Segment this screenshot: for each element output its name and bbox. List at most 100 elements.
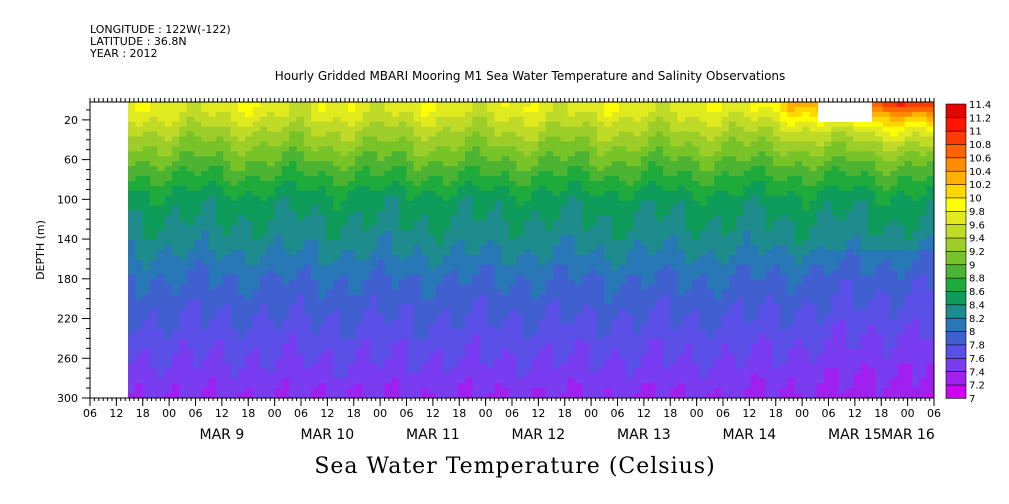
field-cell — [223, 333, 232, 340]
field-cell — [311, 393, 320, 398]
field-cell — [728, 245, 737, 251]
field-cell — [721, 190, 730, 197]
field-cell — [318, 348, 327, 355]
field-cell — [406, 328, 415, 335]
field-cell — [399, 264, 408, 271]
field-cell — [721, 254, 730, 261]
field-cell — [736, 111, 745, 118]
field-cell — [531, 111, 539, 118]
field-cell — [611, 131, 620, 138]
field-cell — [289, 215, 298, 221]
field-cell — [201, 151, 210, 157]
field-cell — [369, 176, 378, 182]
field-cell — [706, 131, 715, 138]
field-cell — [164, 111, 173, 118]
field-cell — [215, 284, 224, 291]
field-cell — [582, 126, 591, 133]
field-cell — [391, 180, 400, 187]
field-cell — [714, 269, 723, 276]
field-cell — [633, 368, 642, 374]
field-cell — [670, 309, 679, 315]
field-cell — [149, 106, 158, 113]
field-cell — [135, 309, 144, 315]
field-cell — [596, 131, 605, 138]
field-cell — [135, 353, 144, 360]
field-cell — [215, 235, 224, 241]
field-cell — [567, 215, 576, 221]
field-cell — [589, 225, 598, 231]
field-cell — [157, 180, 166, 187]
field-cell — [721, 141, 730, 147]
field-cell — [604, 151, 613, 157]
field-cell — [377, 126, 386, 133]
field-cell — [171, 254, 180, 261]
field-cell — [281, 190, 290, 197]
field-cell — [443, 333, 451, 340]
field-cell — [142, 225, 151, 231]
field-cell — [135, 166, 144, 172]
field-cell — [157, 284, 166, 291]
field-cell — [589, 254, 598, 261]
field-cell — [303, 102, 312, 108]
field-cell — [252, 393, 261, 398]
field-cell — [648, 106, 657, 113]
field-cell — [465, 319, 473, 325]
field-cell — [362, 388, 371, 394]
field-cell — [626, 176, 635, 182]
field-cell — [545, 235, 554, 241]
field-cell — [391, 126, 400, 133]
field-cell — [369, 225, 378, 231]
field-cell — [728, 358, 737, 365]
field-cell — [692, 363, 701, 369]
field-cell — [406, 279, 415, 286]
field-cell — [186, 383, 195, 389]
field-cell — [655, 304, 664, 310]
field-cell — [325, 314, 334, 320]
field-cell — [465, 146, 473, 152]
field-cell — [179, 136, 188, 143]
field-cell — [193, 259, 202, 266]
field-cell — [142, 161, 151, 167]
field-cell — [596, 111, 605, 118]
field-cell — [604, 126, 613, 133]
field-cell — [428, 338, 437, 345]
field-cell — [494, 220, 503, 226]
field-cell — [215, 161, 224, 167]
field-cell — [252, 274, 261, 281]
field-cell — [465, 240, 473, 246]
field-cell — [362, 333, 371, 340]
field-cell — [655, 378, 664, 384]
field-cell — [428, 333, 437, 340]
field-cell — [706, 166, 715, 172]
field-cell — [303, 185, 312, 192]
field-cell — [604, 240, 613, 246]
field-cell — [721, 314, 730, 320]
field-cell — [355, 299, 364, 305]
field-cell — [193, 156, 202, 162]
field-cell — [509, 210, 517, 217]
field-cell — [545, 176, 554, 182]
field-cell — [618, 314, 627, 320]
field-cell — [662, 111, 671, 118]
field-cell — [574, 304, 583, 310]
field-cell — [142, 200, 151, 207]
field-cell — [626, 235, 635, 241]
field-cell — [509, 259, 517, 266]
field-cell — [604, 309, 613, 315]
field-cell — [589, 299, 598, 305]
field-cell — [487, 353, 495, 360]
field-cell — [289, 294, 298, 300]
field-cell — [692, 230, 701, 236]
field-cell — [164, 324, 173, 330]
field-cell — [237, 314, 246, 320]
field-cell — [692, 225, 701, 231]
field-cell — [157, 333, 166, 340]
field-cell — [142, 343, 151, 350]
field-cell — [582, 136, 591, 143]
field-cell — [435, 289, 444, 295]
field-cell — [384, 353, 393, 360]
field-cell — [413, 284, 422, 291]
field-cell — [296, 166, 305, 172]
field-cell — [413, 343, 422, 350]
field-cell — [245, 205, 254, 212]
